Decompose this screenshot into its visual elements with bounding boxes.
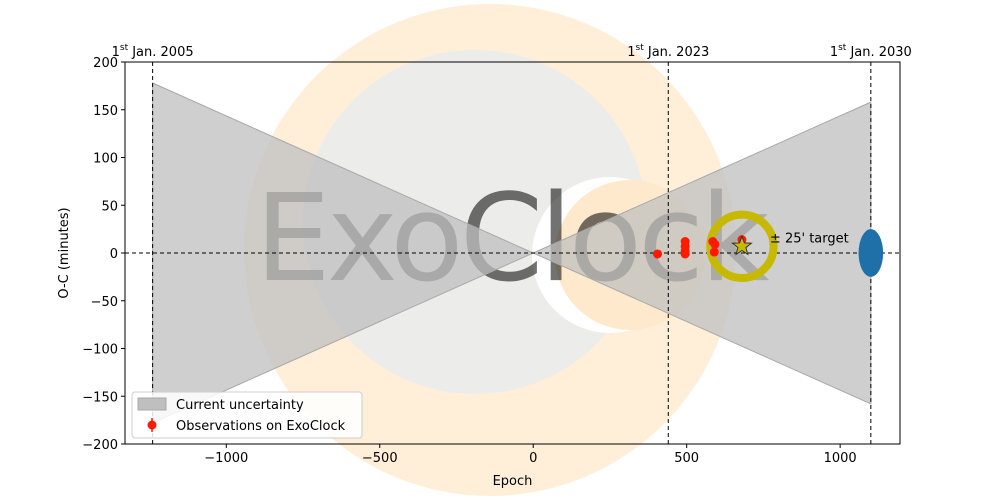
x-tick-label-1: −500 [362,451,398,466]
epoch-label-pre-2: 1 [830,45,838,60]
legend-uncertainty-swatch [137,397,167,411]
epoch-label-post-1: Jan. 2023 [644,45,710,60]
legend: Current uncertainty Observations on ExoCl… [131,391,363,439]
observation-point-0 [653,249,663,259]
y-tick-label-6: −100 [82,343,118,358]
y-tick-label-0: 200 [93,56,118,71]
epoch-label-1: 1st Jan. 2023 [627,43,709,60]
y-tick-label-5: −50 [91,295,118,310]
y-tick-label-8: −200 [82,438,118,453]
x-axis-title: Epoch [493,474,533,489]
target-ring [706,210,778,282]
x-tick-label-4: 1000 [824,451,857,466]
y-tick-label-1: 150 [93,104,118,119]
y-tick-label-4: 0 [110,247,118,262]
epoch-label-0: 1st Jan. 2005 [112,43,194,60]
epoch-label-sup-1: st [636,43,645,53]
y-tick-label-7: −150 [82,390,118,405]
observation-point-7 [709,247,719,257]
epoch-label-sup-0: st [120,43,129,53]
observation-point-6 [710,239,720,249]
epoch-label-sup-2: st [838,43,847,53]
target-label: ± 25' target [770,231,849,246]
epoch-label-post-0: Jan. 2005 [128,45,194,60]
future-ellipse [858,229,884,277]
axes: −1000 −500 0 500 1000200150100500−50−100−150… [57,43,912,489]
epoch-label-2: 1st Jan. 2030 [830,43,912,60]
y-tick-label-2: 100 [93,152,118,167]
legend-box [131,391,363,439]
legend-observation-label: Observations on ExoClock [176,419,346,434]
target-star-icon [731,234,753,256]
x-tick-label-3: 500 [674,451,699,466]
epoch-label-post-2: Jan. 2030 [846,45,912,60]
observation-point-4 [680,249,690,259]
y-tick-label-3: 50 [101,199,118,214]
legend-uncertainty-label: Current uncertainty [176,398,304,413]
epoch-label-pre-0: 1 [112,45,120,60]
plot-area: ± 25' target [125,62,900,444]
legend-observation-swatch [147,420,157,430]
x-tick-label-2: 0 [529,451,537,466]
y-axis-title: O-C (minutes) [57,207,72,298]
x-tick-label-0: −1000 [204,451,248,466]
epoch-label-pre-1: 1 [627,45,635,60]
